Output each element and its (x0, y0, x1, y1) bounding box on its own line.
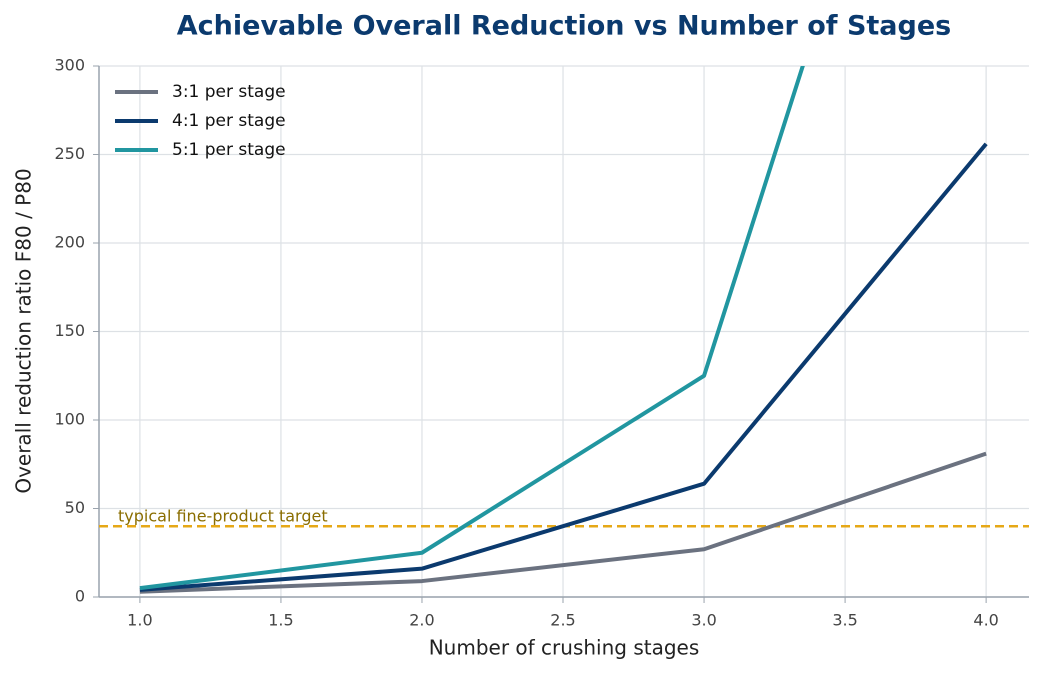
x-tick-label: 2.0 (409, 611, 434, 630)
series-line (139, 142, 988, 592)
x-tick-label: 4.0 (973, 611, 998, 630)
y-tick-label: 250 (54, 144, 85, 163)
x-tick-label: 3.0 (691, 611, 716, 630)
x-tick-label: 2.5 (550, 611, 575, 630)
y-tick-label: 200 (54, 233, 85, 252)
y-tick-label: 100 (54, 410, 85, 429)
y-tick-label: 150 (54, 321, 85, 340)
series-line (139, 451, 987, 594)
legend-label: 4:1 per stage (172, 111, 286, 131)
x-axis-label: Number of crushing stages (429, 636, 700, 660)
reference-label: typical fine-product target (118, 507, 328, 526)
y-tick-label: 0 (75, 587, 85, 606)
series-line (139, 66, 805, 591)
y-tick-label: 50 (65, 498, 85, 517)
plot-area (139, 66, 988, 594)
y-axis-label: Overall reduction ratio F80 / P80 (12, 168, 36, 493)
chart-title: Achievable Overall Reduction vs Number o… (177, 11, 951, 42)
x-tick-label: 1.5 (268, 611, 293, 630)
legend-label: 3:1 per stage (172, 82, 286, 102)
x-tick-label: 1.0 (127, 611, 152, 630)
y-tick-label: 300 (54, 56, 85, 75)
x-tick-label: 3.5 (832, 611, 857, 630)
legend-label: 5:1 per stage (172, 140, 286, 160)
